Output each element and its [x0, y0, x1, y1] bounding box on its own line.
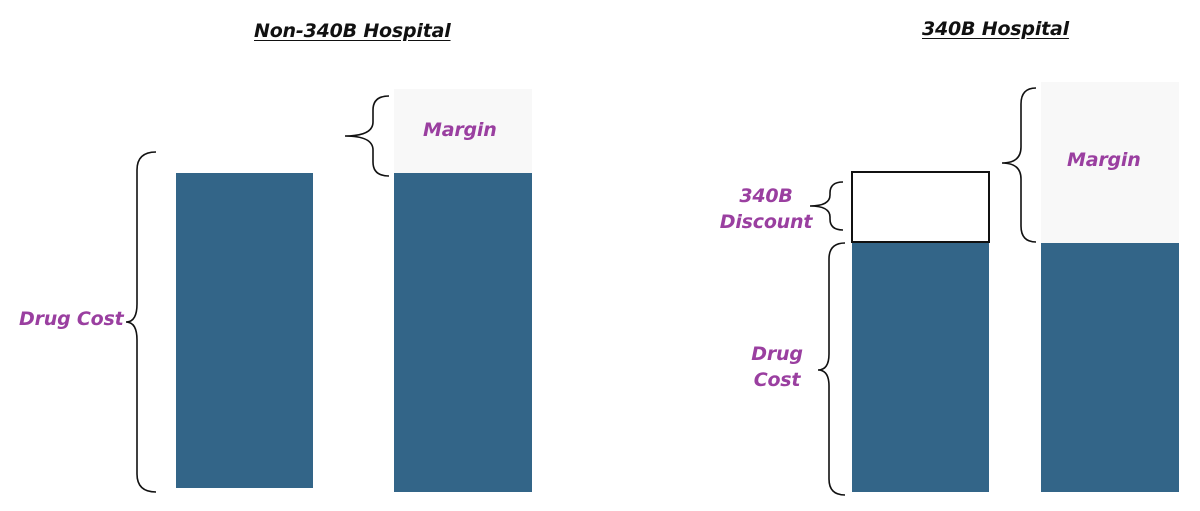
- 340b-drug-cost-label-line1: Drug: [751, 343, 803, 365]
- 340b-drug-cost-label-line2: Cost: [753, 368, 801, 391]
- 340b-discount-label-line2: Discount: [719, 210, 813, 233]
- non-340b-hospital-title: Non-340B Hospital: [254, 20, 451, 42]
- 340b-discount-box: [851, 171, 990, 243]
- non-340b-price-bar: [394, 173, 532, 492]
- non-340b-drug-cost-bar: [176, 173, 313, 488]
- 340b-discount-label-line1: 340B: [739, 185, 793, 207]
- non-340b-margin-box: [394, 89, 532, 173]
- non-340b-drug-cost-label: Drug Cost: [19, 308, 124, 330]
- 340b-drug-cost-bar: [852, 243, 989, 492]
- 340b-margin-box: [1041, 82, 1179, 243]
- 340b-margin-brace: [1001, 87, 1037, 243]
- non-340b-drug-cost-brace: [125, 151, 157, 493]
- non-340b-margin-label: Margin: [423, 119, 497, 141]
- 340b-price-bar: [1041, 243, 1179, 492]
- 340b-hospital-title: 340B Hospital: [922, 18, 1069, 40]
- 340b-margin-label: Margin: [1067, 149, 1141, 171]
- 340b-drug-cost-label: Drug Cost: [735, 342, 819, 393]
- 340b-discount-label: 340B Discount: [716, 184, 816, 235]
- non-340b-margin-brace: [344, 95, 390, 177]
- 340b-drug-cost-brace: [817, 242, 846, 496]
